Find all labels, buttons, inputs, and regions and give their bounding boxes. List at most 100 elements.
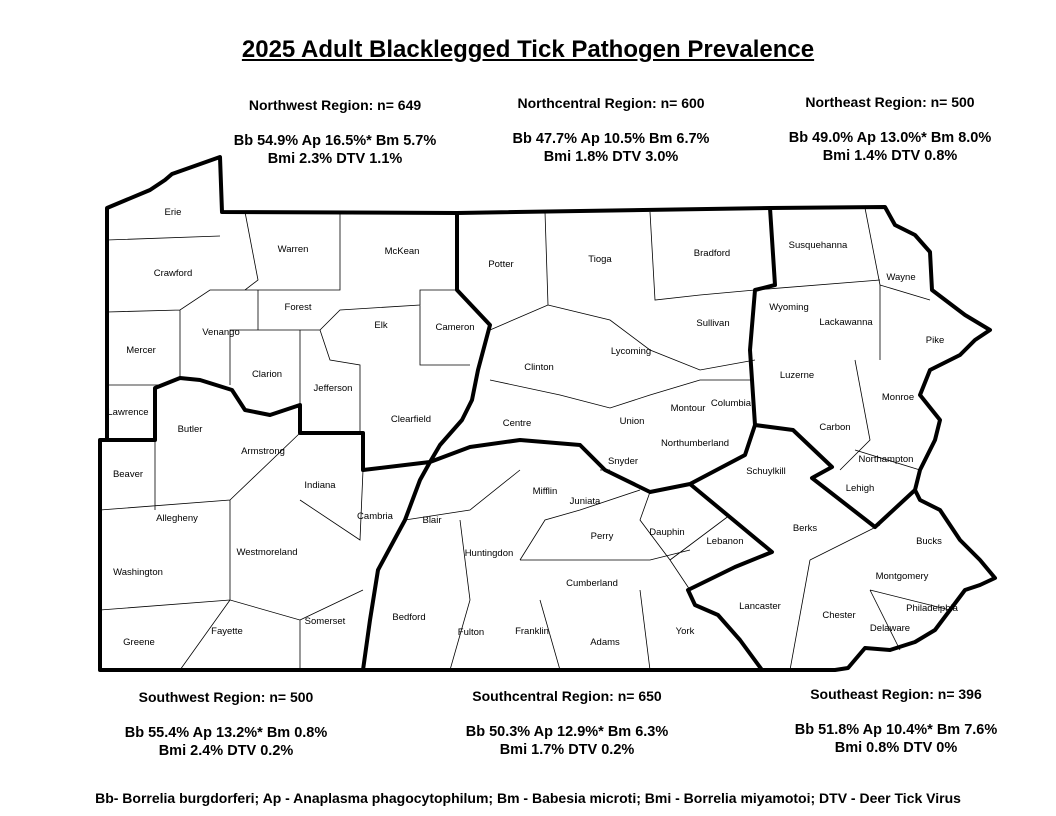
county-label: Mifflin bbox=[533, 486, 558, 497]
county-label: Snyder bbox=[608, 456, 638, 467]
county-label: Lehigh bbox=[846, 483, 875, 494]
county-label: Bedford bbox=[392, 612, 425, 623]
northwest-boundary bbox=[100, 213, 492, 472]
county-label: Pike bbox=[926, 335, 944, 346]
region-southcentral: Southcentral Region: n= 650 Bb 50.3% Ap … bbox=[417, 688, 717, 759]
county-label: Greene bbox=[123, 637, 155, 648]
region-stats-line2: Bmi 1.4% DTV 0.8% bbox=[822, 148, 958, 164]
region-stats-line1: Bb 51.8% Ap 10.4%* Bm 7.6% bbox=[794, 722, 998, 738]
county-label: Adams bbox=[590, 637, 620, 648]
county-label: Northampton bbox=[859, 454, 914, 465]
region-stats-line2: Bmi 2.4% DTV 0.2% bbox=[158, 743, 294, 759]
county-label: Lebanon bbox=[707, 536, 744, 547]
county-label: Delaware bbox=[870, 623, 910, 634]
region-stats-line1: Bb 54.9% Ap 16.5%* Bm 5.7% bbox=[233, 133, 437, 149]
region-stats-line1: Bb 55.4% Ap 13.2%* Bm 0.8% bbox=[124, 725, 328, 741]
county-label: Schuylkill bbox=[746, 466, 786, 477]
county-label: Clarion bbox=[252, 369, 282, 380]
county-label: Susquehanna bbox=[789, 240, 848, 251]
county-label: Lackawanna bbox=[819, 317, 873, 328]
county-label: Potter bbox=[488, 259, 513, 270]
county-label: Carbon bbox=[819, 422, 850, 433]
abbreviation-legend: Bb- Borrelia burgdorferi; Ap - Anaplasma… bbox=[95, 790, 961, 806]
county-label: Forest bbox=[285, 302, 312, 313]
region-stats-line2: Bmi 1.8% DTV 3.0% bbox=[543, 149, 679, 165]
county-label: Clinton bbox=[524, 362, 554, 373]
region-northcentral: Northcentral Region: n= 600 Bb 47.7% Ap … bbox=[461, 95, 761, 166]
county-label: Union bbox=[620, 416, 645, 427]
county-label: Columbia bbox=[711, 398, 752, 409]
county-label: Beaver bbox=[113, 469, 143, 480]
county-label: Luzerne bbox=[780, 370, 814, 381]
county-label: Elk bbox=[374, 320, 387, 331]
county-label: Bradford bbox=[694, 248, 730, 259]
county-boundaries bbox=[99, 207, 951, 671]
county-label: Philadelphia bbox=[906, 603, 958, 614]
region-name: Northcentral Region: n= 600 bbox=[517, 95, 705, 111]
county-label: Dauphin bbox=[649, 527, 684, 538]
county-label: Westmoreland bbox=[236, 547, 297, 558]
county-label: Mercer bbox=[126, 345, 156, 356]
county-label: Monroe bbox=[882, 392, 914, 403]
region-stats-line2: Bmi 2.3% DTV 1.1% bbox=[267, 151, 403, 167]
southwest-boundary bbox=[361, 461, 432, 671]
county-label: Crawford bbox=[154, 268, 193, 279]
northeast-boundary bbox=[754, 423, 917, 529]
region-name: Southeast Region: n= 396 bbox=[810, 686, 982, 702]
county-label: Franklin bbox=[515, 626, 549, 637]
county-label: Fayette bbox=[211, 626, 243, 637]
region-northeast: Northeast Region: n= 500 Bb 49.0% Ap 13.… bbox=[740, 94, 1040, 165]
county-label: Juniata bbox=[570, 496, 601, 507]
region-stats-line1: Bb 50.3% Ap 12.9%* Bm 6.3% bbox=[465, 724, 669, 740]
region-name: Southwest Region: n= 500 bbox=[138, 689, 314, 705]
region-southwest: Southwest Region: n= 500 Bb 55.4% Ap 13.… bbox=[76, 689, 376, 760]
county-label: Tioga bbox=[588, 254, 612, 265]
county-label: Erie bbox=[165, 207, 182, 218]
county-label: McKean bbox=[385, 246, 420, 257]
county-label: Cambria bbox=[357, 511, 394, 522]
county-label: Warren bbox=[278, 244, 309, 255]
county-label: Armstrong bbox=[241, 446, 285, 457]
county-label: Clearfield bbox=[391, 414, 431, 425]
county-label: Jefferson bbox=[314, 383, 353, 394]
region-southeast: Southeast Region: n= 396 Bb 51.8% Ap 10.… bbox=[746, 686, 1046, 757]
region-stats-line2: Bmi 1.7% DTV 0.2% bbox=[499, 742, 635, 758]
county-label: Fulton bbox=[458, 627, 484, 638]
county-label: Bucks bbox=[916, 536, 942, 547]
county-labels: Erie Crawford Warren McKean Potter Tioga… bbox=[107, 207, 958, 648]
map-title: 2025 Adult Blacklegged Tick Pathogen Pre… bbox=[241, 36, 815, 63]
county-label: Washington bbox=[113, 567, 163, 578]
county-label: Montour bbox=[671, 403, 706, 414]
region-stats-line2: Bmi 0.8% DTV 0% bbox=[834, 740, 958, 756]
county-label: Centre bbox=[503, 418, 532, 429]
county-label: Indiana bbox=[304, 480, 336, 491]
county-label: Chester bbox=[822, 610, 855, 621]
county-label: Lawrence bbox=[107, 407, 148, 418]
county-label: Sullivan bbox=[696, 318, 729, 329]
county-label: Montgomery bbox=[876, 571, 929, 582]
county-label: Wyoming bbox=[769, 302, 809, 313]
region-name: Northwest Region: n= 649 bbox=[248, 97, 422, 113]
county-label: Allegheny bbox=[156, 513, 198, 524]
county-label: Wayne bbox=[886, 272, 915, 283]
region-boundaries bbox=[98, 155, 997, 672]
region-northwest: Northwest Region: n= 649 Bb 54.9% Ap 16.… bbox=[185, 97, 485, 168]
county-label: Cameron bbox=[435, 322, 474, 333]
county-label: Lycoming bbox=[611, 346, 651, 357]
region-stats-line1: Bb 47.7% Ap 10.5% Bm 6.7% bbox=[512, 131, 710, 147]
region-stats-line1: Bb 49.0% Ap 13.0%* Bm 8.0% bbox=[788, 130, 992, 146]
region-name: Southcentral Region: n= 650 bbox=[472, 688, 662, 704]
county-label: York bbox=[676, 626, 695, 637]
county-label: Northumberland bbox=[661, 438, 729, 449]
county-label: Butler bbox=[178, 424, 203, 435]
county-label: Lancaster bbox=[739, 601, 781, 612]
region-name: Northeast Region: n= 500 bbox=[805, 94, 975, 110]
county-label: Somerset bbox=[305, 616, 346, 627]
county-label: Cumberland bbox=[566, 578, 618, 589]
state-outline bbox=[98, 155, 997, 672]
southeast-boundary bbox=[686, 482, 774, 672]
county-label: Blair bbox=[422, 515, 441, 526]
county-label: Venango bbox=[202, 327, 240, 338]
county-label: Berks bbox=[793, 523, 818, 534]
